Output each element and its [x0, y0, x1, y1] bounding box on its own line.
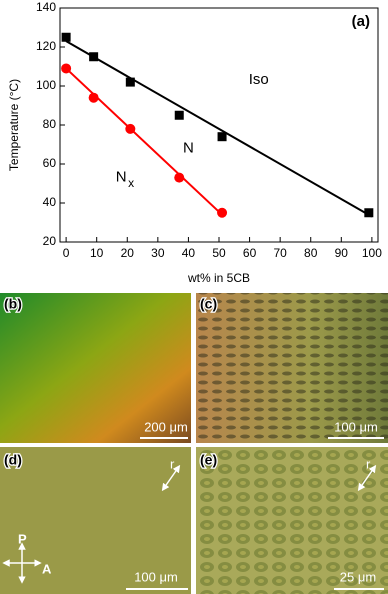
point — [217, 207, 228, 218]
panel-label: (a) — [352, 13, 370, 30]
polarizer-label: P — [18, 531, 27, 546]
micrograph — [0, 293, 191, 443]
panel-label: (b) — [4, 296, 22, 312]
point — [88, 92, 99, 103]
direction-label: r — [366, 456, 371, 471]
direction-arrow — [161, 464, 181, 492]
panel-label: (e) — [200, 452, 217, 468]
direction-arrow — [357, 464, 377, 492]
y-tick-label: 120 — [36, 39, 56, 53]
point — [217, 132, 227, 142]
fit-line — [65, 67, 223, 216]
micrograph — [0, 447, 191, 594]
x-tick-label: 40 — [182, 246, 196, 260]
point — [364, 208, 374, 218]
y-tick-label: 60 — [43, 156, 57, 170]
x-tick-label: 50 — [212, 246, 226, 260]
x-tick-label: 100 — [362, 246, 382, 260]
x-tick-label: 70 — [273, 246, 287, 260]
x-tick-label: 10 — [90, 246, 104, 260]
x-tick-label: 80 — [304, 246, 318, 260]
y-tick-label: 140 — [36, 0, 56, 14]
y-tick-label: 20 — [43, 234, 57, 248]
fit-line — [65, 40, 373, 218]
y-tick-label: 40 — [43, 195, 57, 209]
y-axis-label: Temperature (°C) — [7, 79, 21, 171]
x-tick-label: 0 — [63, 246, 70, 260]
x-tick-label: 60 — [243, 246, 257, 260]
x-tick-label: 90 — [335, 246, 349, 260]
chart: 0 10 20 30 40 50 60 70 80 90 100 20 40 60 80 100 120 140 w… — [7, 0, 382, 285]
panel-label: (d) — [4, 452, 22, 468]
annotation: N — [116, 169, 127, 186]
x-tick-label: 20 — [121, 246, 135, 260]
scale-label: 25 μm — [340, 569, 376, 584]
point — [174, 110, 184, 120]
scale-label: 200 μm — [144, 419, 188, 434]
point — [125, 77, 135, 87]
point — [174, 172, 185, 183]
x-axis-label: wt% in 5CB — [187, 271, 250, 285]
annotation-subscript: x — [128, 176, 134, 190]
panel-label: (c) — [200, 296, 217, 312]
plot-frame — [59, 7, 379, 243]
y-tick-label: 80 — [43, 117, 57, 131]
point — [61, 32, 71, 42]
micrograph-texture — [196, 293, 388, 443]
annotation: Iso — [249, 71, 269, 88]
analyzer-label: A — [42, 561, 52, 576]
x-tick-label: 30 — [151, 246, 165, 260]
y-tick-label: 100 — [36, 78, 56, 92]
micrograph-texture — [196, 447, 388, 594]
scale-label: 100 μm — [134, 569, 178, 584]
direction-label: r — [170, 456, 175, 471]
annotation: N — [183, 139, 194, 156]
scale-label: 100 μm — [334, 419, 378, 434]
